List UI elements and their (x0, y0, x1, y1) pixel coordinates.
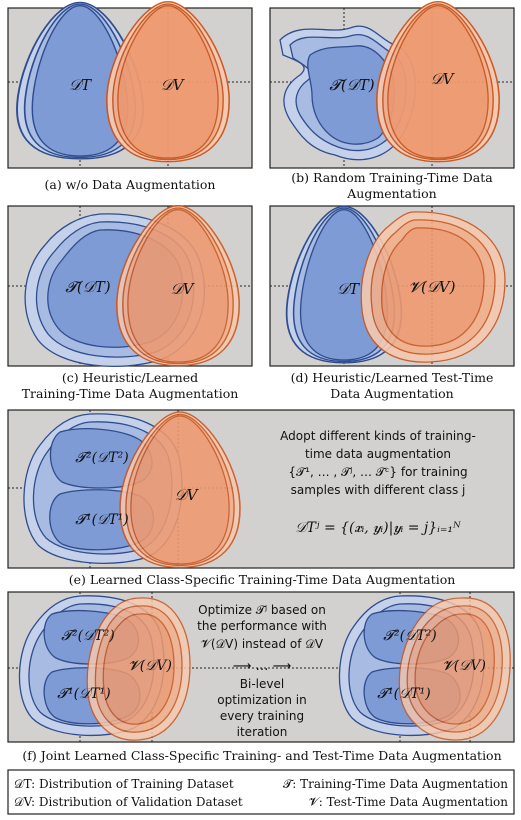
panel-c-orange-label: 𝒟V (171, 280, 196, 298)
panel-e-text-line-3: {𝓣¹, … , 𝓣ʲ, … 𝓣ᶜ} for training (288, 465, 467, 479)
legend-row1-right: 𝓣: Training-Time Data Augmentation (283, 777, 508, 791)
panel-e-caption: (e) Learned Class-Specific Training-Time… (69, 572, 456, 587)
panel-e-orange-label: 𝒟V (175, 486, 200, 504)
panel-a-orange-label: 𝒟V (161, 76, 186, 94)
panel-c-caption-line1: (c) Heuristic/Learned (62, 370, 198, 385)
panel-d-caption-line1: (d) Heuristic/Learned Test-Time (291, 370, 494, 385)
panel-f-right-top-label: 𝓣²(𝒟T²) (383, 628, 436, 644)
panel-f: 𝓣²(𝒟T²) 𝓣¹(𝒟T¹) 𝓥(𝒟V) Optimize 𝓣ʲ based … (7, 591, 515, 763)
panel-f-right-bottom-label: 𝓣¹(𝒟T¹) (377, 686, 430, 702)
panel-e-blue-label-top: 𝓣²(𝒟T²) (75, 450, 128, 466)
panel-d: 𝒟T 𝓥(𝒟V) (d) Heuristic/Learned Test-Time… (269, 205, 515, 401)
panel-e-blue-label-bottom: 𝓣¹(𝒟T¹) (75, 512, 128, 528)
legend-box (7, 769, 515, 815)
panel-b-blue-region (279, 25, 416, 161)
panel-a-blue-label: 𝒟T (69, 76, 92, 94)
panel-b-blue-label: 𝓣(𝒟T) (329, 76, 374, 94)
panel-a: 𝒟T 𝒟V (a) w/o Data Augmentation (7, 0, 253, 192)
panel-d-orange-label: 𝓥(𝒟V) (408, 278, 455, 296)
legend-row1-left: 𝒟T: Distribution of Training Dataset (14, 777, 234, 791)
panel-f-left-top-label: 𝓣²(𝒟T²) (61, 628, 114, 644)
panel-f-mid-line-2: the performance with (197, 619, 327, 633)
panel-e-text-line-2: time data augmentation (305, 447, 451, 461)
panel-f-right-orange-region (398, 597, 511, 741)
panel-f-mid-line-6: every training (220, 709, 304, 723)
legend: 𝒟T: Distribution of Training Dataset 𝓣: … (7, 769, 515, 815)
panel-f-mid-line-3: 𝓥(𝒟V) instead of 𝒟V (201, 637, 324, 651)
panel-f-left-orange-label: 𝓥(𝒟V) (128, 658, 172, 674)
panel-f-mid-arrow: ⟶ … ⟶ (233, 659, 292, 674)
panel-b: 𝓣(𝒟T) 𝒟V (b) Random Training-Time Data A… (269, 0, 515, 201)
panel-e-text-line-4: samples with different class j (291, 483, 466, 497)
panel-d-caption-line2: Data Augmentation (330, 386, 453, 401)
panel-b-caption-line2: Augmentation (346, 186, 436, 201)
panel-f-right-orange-label: 𝓥(𝒟V) (442, 658, 486, 674)
panel-f-mid-line-1: Optimize 𝓣ʲ based on (198, 603, 326, 617)
panel-c-blue-label: 𝓣(𝒟T) (65, 278, 110, 296)
panel-f-mid-line-5: optimization in (217, 693, 306, 707)
panel-c-caption-line2: Training-Time Data Augmentation (22, 386, 239, 401)
panel-f-left-orange-region (86, 597, 191, 741)
panel-f-mid-line-4: Bi-level (240, 677, 284, 691)
panel-e: 𝓣²(𝒟T²) 𝓣¹(𝒟T¹) 𝒟V Adopt different kinds… (7, 409, 515, 587)
panel-e-formula: 𝒟Tʲ = {(𝒙ᵢ, 𝒚ᵢ)|𝒚ᵢ = j}ᵢ₌₁ᴺ (295, 520, 461, 536)
panel-b-orange-label: 𝒟V (431, 70, 456, 88)
panel-d-blue-label: 𝒟T (337, 280, 360, 298)
panel-a-caption: (a) w/o Data Augmentation (45, 177, 216, 192)
legend-row2-left: 𝒟V: Distribution of Validation Dataset (14, 795, 243, 809)
panel-e-text-line-1: Adopt different kinds of training- (280, 429, 476, 443)
panel-b-caption-line1: (b) Random Training-Time Data (291, 170, 493, 185)
legend-row2-right: 𝓥: Test-Time Data Augmentation (309, 795, 508, 809)
panel-c: 𝓣(𝒟T) 𝒟V (c) Heuristic/Learned Training-… (7, 204, 253, 401)
panel-f-caption: (f) Joint Learned Class-Specific Trainin… (22, 748, 501, 763)
panel-f-left-bottom-label: 𝓣¹(𝒟T¹) (57, 686, 110, 702)
panel-d-orange-region (360, 211, 506, 363)
panel-f-mid-line-7: iteration (237, 725, 288, 739)
